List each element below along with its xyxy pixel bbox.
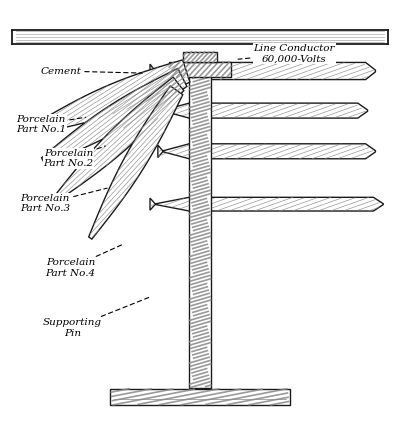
Polygon shape (89, 86, 183, 239)
Polygon shape (42, 68, 187, 164)
Polygon shape (158, 103, 211, 118)
Text: Porcelain
Part No.1: Porcelain Part No.1 (16, 115, 86, 134)
Polygon shape (183, 52, 217, 62)
Polygon shape (150, 197, 211, 211)
Polygon shape (158, 144, 211, 159)
Polygon shape (189, 62, 376, 79)
Polygon shape (53, 77, 184, 202)
Text: Porcelain
Part No.2: Porcelain Part No.2 (44, 146, 105, 169)
Polygon shape (110, 389, 290, 405)
Polygon shape (189, 103, 368, 118)
Polygon shape (12, 30, 388, 44)
Text: Porcelain
Part No.4: Porcelain Part No.4 (46, 244, 123, 278)
Text: Line Conductor
60,000-Volts: Line Conductor 60,000-Volts (238, 44, 335, 64)
Polygon shape (189, 144, 376, 159)
Text: Supporting
Pin: Supporting Pin (43, 297, 150, 338)
Text: Porcelain
Part No.3: Porcelain Part No.3 (20, 188, 107, 214)
Polygon shape (34, 60, 190, 133)
Polygon shape (169, 62, 231, 78)
Text: Cement: Cement (40, 66, 142, 75)
Polygon shape (150, 62, 211, 79)
Polygon shape (189, 62, 211, 388)
Polygon shape (189, 197, 383, 211)
